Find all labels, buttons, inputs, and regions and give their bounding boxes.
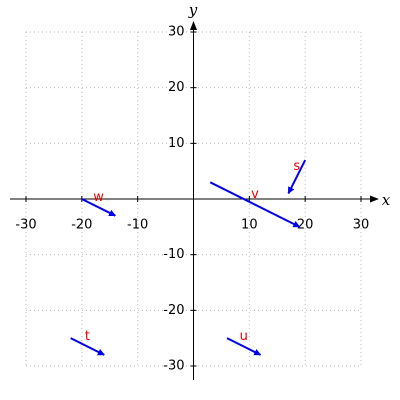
vector-arrow	[70, 337, 105, 356]
y-tick-label: 10	[168, 136, 185, 151]
vector-label: w	[93, 190, 104, 205]
vector-label: t	[85, 329, 90, 344]
x-tick-label: 20	[297, 218, 314, 233]
vector-arrow	[226, 337, 262, 356]
x-axis-label: x	[382, 191, 391, 209]
x-tick-label: -20	[71, 218, 92, 233]
x-tick-label: 30	[353, 218, 370, 233]
y-tick-label: -20	[163, 303, 184, 318]
y-axis-label: y	[188, 1, 198, 19]
vector-label: v	[251, 187, 259, 202]
x-tick-label: 10	[241, 218, 258, 233]
y-tick-label: -10	[163, 247, 184, 262]
x-tick-label: -30	[15, 218, 36, 233]
vector-label: s	[293, 159, 300, 174]
vector-label: u	[240, 329, 248, 344]
y-tick-label: 30	[168, 25, 185, 40]
vector-arrow	[81, 198, 116, 217]
vector-arrow	[287, 159, 307, 195]
vector-arrow	[209, 181, 301, 228]
y-tick-label: 20	[168, 80, 185, 95]
x-tick-label: -10	[127, 218, 148, 233]
y-tick-label: -30	[163, 359, 184, 374]
